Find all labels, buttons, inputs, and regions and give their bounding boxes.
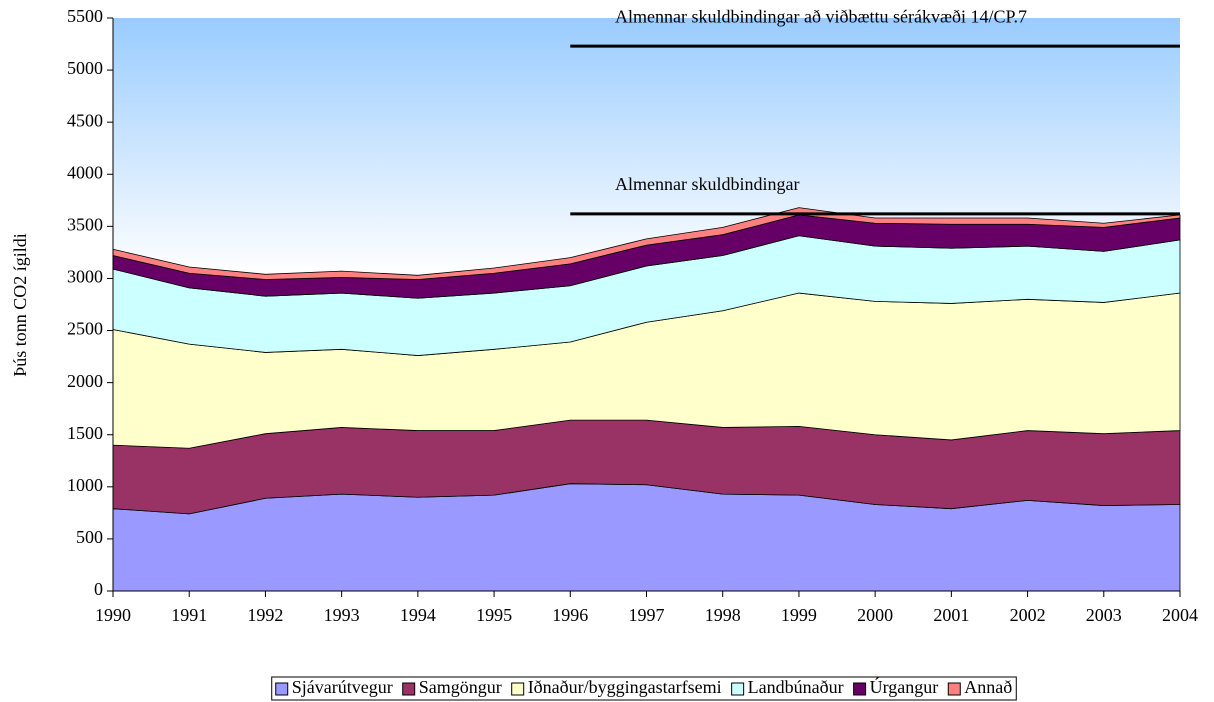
y-tick-label: 2500 <box>67 319 103 339</box>
x-tick-label: 2004 <box>1162 605 1198 625</box>
legend-swatch <box>275 682 289 696</box>
legend-box <box>271 676 1017 701</box>
x-tick-label: 1996 <box>552 605 588 625</box>
y-tick-label: 5000 <box>67 58 103 78</box>
y-tick-label: 3500 <box>67 214 103 234</box>
legend-label: Iðnaður/byggingastarfsemi <box>528 677 722 697</box>
x-tick-label: 1997 <box>629 605 665 625</box>
y-tick-label: 3000 <box>67 267 103 287</box>
y-tick-label: 4500 <box>67 110 103 130</box>
y-tick-label: 0 <box>94 579 103 599</box>
legend-swatch <box>511 682 525 696</box>
legend-label: Landbúnaður <box>748 677 844 697</box>
area <box>112 207 1181 280</box>
legend-swatch <box>853 682 867 696</box>
y-tick-label: 2000 <box>67 371 103 391</box>
x-tick-label: 1993 <box>324 605 360 625</box>
legend-label: Úrgangur <box>870 676 939 697</box>
legend-swatch <box>731 682 745 696</box>
y-tick-label: 1500 <box>67 423 103 443</box>
y-tick-label: 1000 <box>67 475 103 495</box>
x-tick-label: 2003 <box>1086 605 1122 625</box>
x-tick-label: 1995 <box>476 605 512 625</box>
legend-swatch <box>947 682 961 696</box>
y-tick-label: 500 <box>76 527 103 547</box>
legend-label: Sjávarútvegur <box>292 677 393 697</box>
x-tick-label: 2001 <box>933 605 969 625</box>
x-tick-label: 1990 <box>95 605 131 625</box>
y-axis-label: Þús tonn CO2 ígildi <box>10 233 30 377</box>
legend-label: Samgöngur <box>419 677 502 697</box>
x-tick-label: 1999 <box>781 605 817 625</box>
x-tick-label: 1998 <box>705 605 741 625</box>
x-tick-label: 1994 <box>400 605 436 625</box>
x-tick-label: 2002 <box>1010 605 1046 625</box>
reference-label: Almennar skuldbindingar að viðbættu sérá… <box>615 6 1027 26</box>
x-tick-label: 2000 <box>857 605 893 625</box>
y-tick-label: 4000 <box>67 162 103 182</box>
legend-label: Annað <box>964 677 1012 697</box>
x-tick-label: 1991 <box>171 605 207 625</box>
legend-swatch <box>402 682 416 696</box>
x-tick-label: 1992 <box>247 605 283 625</box>
reference-label: Almennar skuldbindingar <box>615 174 799 194</box>
y-tick-label: 5500 <box>67 6 103 26</box>
